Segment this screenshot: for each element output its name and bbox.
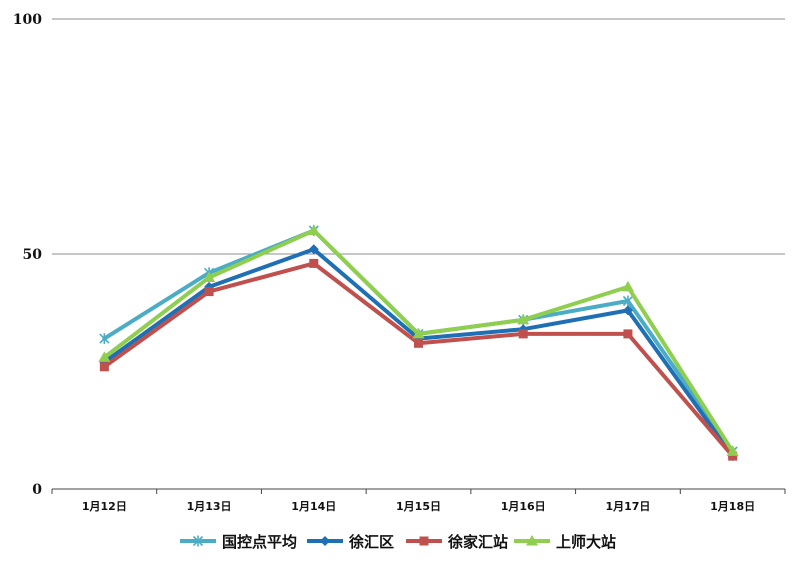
- data-point: [307, 224, 320, 235]
- data-point: [728, 451, 738, 461]
- data-point: [726, 445, 739, 456]
- data-point: [98, 351, 111, 362]
- data-point: [308, 244, 319, 255]
- data-point: [621, 280, 634, 292]
- y-tick-label: 100: [13, 12, 42, 28]
- legend-marker: [419, 536, 429, 546]
- data-point: [622, 305, 633, 316]
- y-tick-label: 0: [32, 482, 42, 498]
- legend-label: 上师大站: [556, 533, 616, 551]
- legend-item: 上师大站: [514, 533, 616, 551]
- data-point: [623, 329, 633, 339]
- x-tick-label: 1月17日: [605, 500, 650, 513]
- y-axis: 0 50 100: [13, 12, 42, 498]
- data-point: [203, 271, 216, 282]
- legend-label: 徐家汇站: [447, 533, 508, 551]
- legend-marker: [320, 536, 330, 546]
- data-point: [414, 338, 423, 348]
- data-point: [517, 313, 530, 325]
- legend-item: 徐家汇站: [406, 533, 508, 551]
- data-point: [622, 295, 633, 307]
- x-tick-label: 1月15日: [396, 500, 441, 513]
- x-tick-label: 1月18日: [710, 500, 755, 513]
- data-point: [518, 329, 528, 339]
- x-axis: 1月12日 1月13日 1月14日 1月15日 1月16日 1月17日 1月18日: [51, 489, 786, 513]
- x-tick-label: 1月14日: [291, 500, 336, 513]
- data-point: [99, 362, 109, 372]
- series-group: [98, 224, 739, 462]
- legend-marker: [192, 535, 204, 547]
- legend-item: 国控点平均: [180, 533, 297, 551]
- legend-label: 徐汇区: [348, 533, 394, 551]
- legend-marker: [526, 535, 538, 546]
- x-tick-label: 1月13日: [187, 500, 232, 513]
- gridlines: [52, 18, 785, 490]
- x-tick-label: 1月16日: [501, 500, 546, 513]
- x-tick-label: 1月12日: [82, 500, 127, 513]
- data-point: [99, 333, 110, 345]
- series-4: [98, 224, 739, 456]
- legend-item: 徐汇区: [307, 533, 394, 551]
- series-3: [99, 258, 738, 461]
- data-point: [309, 258, 319, 268]
- legend: 国控点平均 徐汇区 徐家汇站 上师大站: [180, 533, 616, 551]
- data-point: [412, 327, 425, 339]
- data-point: [204, 287, 214, 297]
- y-tick-label: 50: [23, 247, 43, 263]
- legend-label: 国控点平均: [222, 533, 297, 551]
